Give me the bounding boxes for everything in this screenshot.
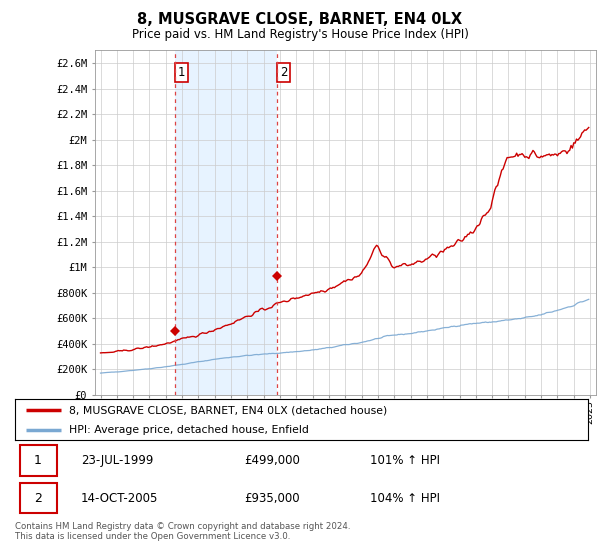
Text: 104% ↑ HPI: 104% ↑ HPI (370, 492, 440, 505)
Text: 8, MUSGRAVE CLOSE, BARNET, EN4 0LX (detached house): 8, MUSGRAVE CLOSE, BARNET, EN4 0LX (deta… (70, 405, 388, 415)
Text: £499,000: £499,000 (244, 454, 300, 467)
Text: 8, MUSGRAVE CLOSE, BARNET, EN4 0LX: 8, MUSGRAVE CLOSE, BARNET, EN4 0LX (137, 12, 463, 27)
Text: 23-JUL-1999: 23-JUL-1999 (81, 454, 153, 467)
Text: 1: 1 (34, 454, 42, 467)
Text: HPI: Average price, detached house, Enfield: HPI: Average price, detached house, Enfi… (70, 426, 310, 435)
Bar (175, 50, 277, 395)
Text: 2: 2 (280, 66, 287, 79)
Bar (20, 483, 57, 514)
Bar (20, 445, 57, 475)
Text: £935,000: £935,000 (244, 492, 300, 505)
Text: 1: 1 (178, 66, 185, 79)
Text: 14-OCT-2005: 14-OCT-2005 (81, 492, 158, 505)
Text: Contains HM Land Registry data © Crown copyright and database right 2024.
This d: Contains HM Land Registry data © Crown c… (15, 522, 350, 542)
Text: 2: 2 (34, 492, 42, 505)
Text: Price paid vs. HM Land Registry's House Price Index (HPI): Price paid vs. HM Land Registry's House … (131, 28, 469, 41)
Text: 101% ↑ HPI: 101% ↑ HPI (370, 454, 440, 467)
